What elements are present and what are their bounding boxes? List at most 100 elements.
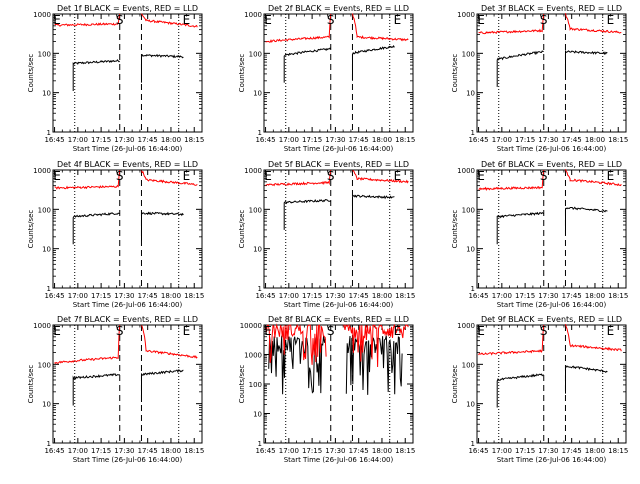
x-tick-label: 17:00 <box>492 447 512 455</box>
lld-series-line <box>565 169 622 187</box>
x-tick-label: 17:45 <box>349 292 369 300</box>
x-tick-label: 17:15 <box>515 136 535 144</box>
lld-series-line <box>565 13 622 34</box>
lld-series-line <box>54 169 121 190</box>
plot-title: Det 4f BLACK = Events, RED = LLD <box>57 160 198 169</box>
end-marker-label: E <box>183 324 191 338</box>
lld-series-line <box>141 170 198 186</box>
x-axis-label: Start Time (26-Jul-06 16:44:00) <box>284 456 394 464</box>
x-axis-label: Start Time (26-Jul-06 16:44:00) <box>497 145 607 153</box>
x-tick-label: 17:45 <box>562 292 582 300</box>
x-tick-label: 16:45 <box>44 292 64 300</box>
events-series-line <box>72 373 120 406</box>
lld-series-line <box>265 13 332 43</box>
y-tick-label: 10 <box>253 246 262 254</box>
x-tick-label: 18:15 <box>395 447 415 455</box>
lld-series-line <box>478 13 545 35</box>
lld-series-line <box>54 13 121 27</box>
plot-det-4: Det 4f BLACK = Events, RED = LLD 1 10 100 10… <box>27 160 204 309</box>
x-tick-label: 17:15 <box>515 292 535 300</box>
x-tick-label: 17:15 <box>302 136 322 144</box>
y-tick-label: 100 <box>38 206 51 214</box>
x-axis-label: Start Time (26-Jul-06 16:44:00) <box>497 301 607 309</box>
start-marker-label: S <box>327 169 335 183</box>
x-tick-label: 17:45 <box>349 136 369 144</box>
x-tick-label: 17:00 <box>279 292 299 300</box>
plot-title: Det 6f BLACK = Events, RED = LLD <box>481 160 622 169</box>
end-marker-label: E <box>607 169 615 183</box>
x-tick-label: 17:30 <box>538 136 558 144</box>
y-tick-label: 10 <box>253 411 262 419</box>
start-marker-label: S <box>116 13 124 27</box>
y-tick-label: 1 <box>47 285 51 293</box>
x-tick-label: 16:45 <box>255 447 275 455</box>
plot-frame <box>52 169 203 289</box>
y-axis-label: Counts/sec <box>238 210 246 249</box>
plot-det-2: Det 2f BLACK = Events, RED = LLD 1 10 100 10… <box>238 4 415 153</box>
y-tick-label: 1000 <box>33 322 51 330</box>
plot-title: Det 1f BLACK = Events, RED = LLD <box>57 4 198 13</box>
x-tick-label: 18:00 <box>161 447 181 455</box>
end-marker-label: E <box>183 13 191 27</box>
x-tick-label: 17:00 <box>492 292 512 300</box>
end-marker-label: E <box>394 169 402 183</box>
x-tick-label: 18:00 <box>161 136 181 144</box>
y-tick-label: 100 <box>249 206 262 214</box>
y-tick-label: 100 <box>249 50 262 58</box>
x-tick-label: 18:00 <box>372 447 392 455</box>
x-tick-label: 16:45 <box>468 447 488 455</box>
end-marker-label-left: E <box>477 324 485 338</box>
lld-series-line <box>565 323 622 352</box>
x-tick-label: 18:15 <box>184 447 204 455</box>
events-series-line <box>496 373 544 408</box>
lld-series-line <box>478 169 545 192</box>
x-tick-label: 16:45 <box>468 136 488 144</box>
x-tick-label: 16:45 <box>468 292 488 300</box>
x-tick-label: 17:45 <box>138 292 158 300</box>
x-tick-label: 17:00 <box>68 292 88 300</box>
y-tick-label: 100 <box>462 361 475 369</box>
plot-det-3: Det 3f BLACK = Events, RED = LLD 1 10 100 10… <box>451 4 628 153</box>
x-tick-label: 18:00 <box>585 136 605 144</box>
x-tick-label: 17:45 <box>138 447 158 455</box>
x-tick-label: 18:00 <box>372 292 392 300</box>
x-tick-label: 17:15 <box>91 292 111 300</box>
y-tick-label: 1 <box>471 129 475 137</box>
y-tick-label: 10 <box>42 90 51 98</box>
plot-title: Det 3f BLACK = Events, RED = LLD <box>481 4 622 13</box>
start-marker-label: S <box>540 169 548 183</box>
lld-series-line <box>265 323 327 365</box>
y-axis-label: Counts/sec <box>451 210 459 249</box>
x-tick-label: 18:15 <box>184 136 204 144</box>
events-series-line <box>496 50 544 87</box>
plot-det-7: Det 7f BLACK = Events, RED = LLD 1 10 100 10… <box>27 315 204 464</box>
end-marker-label: E <box>183 169 191 183</box>
events-series-line <box>345 335 403 395</box>
events-series-line <box>141 53 184 83</box>
x-axis-label: Start Time (26-Jul-06 16:44:00) <box>73 456 183 464</box>
x-tick-label: 17:00 <box>68 136 88 144</box>
plot-title: Det 9f BLACK = Events, RED = LLD <box>481 315 622 324</box>
y-axis-label: Counts/sec <box>238 365 246 404</box>
end-marker-label-left: E <box>264 324 272 338</box>
events-series-line <box>352 45 395 81</box>
y-tick-label: 1000 <box>457 11 475 19</box>
y-tick-label: 10 <box>466 401 475 409</box>
y-tick-label: 10 <box>42 246 51 254</box>
y-tick-label: 1000 <box>457 167 475 175</box>
y-axis-label: Counts/sec <box>451 365 459 404</box>
x-tick-label: 18:15 <box>184 292 204 300</box>
end-marker-label-left: E <box>53 169 61 183</box>
plot-frame <box>476 169 627 289</box>
plot-frame <box>476 324 627 444</box>
y-tick-label: 10 <box>42 401 51 409</box>
events-series-line <box>283 47 332 83</box>
x-tick-label: 17:15 <box>302 447 322 455</box>
events-series-line <box>565 365 608 394</box>
end-marker-label-left: E <box>477 13 485 27</box>
x-tick-label: 18:00 <box>372 136 392 144</box>
start-marker-label: S <box>327 13 335 27</box>
x-tick-label: 17:00 <box>279 447 299 455</box>
